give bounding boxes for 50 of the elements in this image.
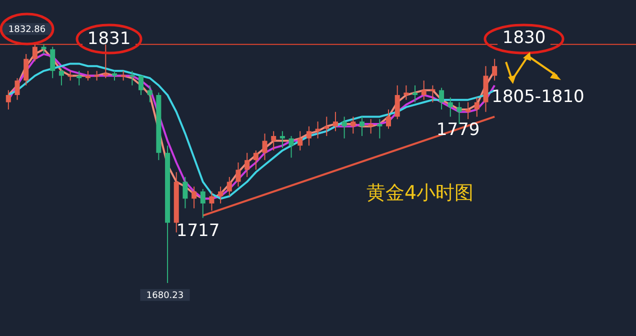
candlestick: [421, 80, 426, 100]
candlestick: [262, 133, 268, 161]
candlestick: [492, 58, 498, 82]
candlestick: [253, 150, 258, 170]
candlestick: [298, 130, 303, 151]
candlestick: [58, 68, 64, 86]
candlestick: [288, 135, 294, 158]
candlestick: [404, 84, 409, 100]
text: 1680.23: [146, 291, 184, 301]
candlestick: [209, 190, 214, 212]
candlestick: [439, 87, 444, 110]
candlestick: [271, 130, 276, 151]
candlestick: [412, 84, 418, 103]
candlestick: [147, 84, 152, 103]
candlestick: [200, 188, 206, 218]
candlestick: [32, 42, 38, 62]
candlestick: [342, 116, 347, 139]
candlestick: [386, 108, 392, 130]
text: 黄金4小时图: [366, 182, 474, 204]
text: 1830: [502, 28, 546, 48]
candlestick: [280, 130, 285, 149]
candlestick: [182, 176, 188, 209]
candlestick: [324, 116, 330, 136]
candlestick: [377, 118, 382, 139]
candlestick: [50, 46, 56, 79]
annotation: 1717: [176, 221, 220, 241]
candlestick: [226, 176, 232, 197]
candlestick: [394, 84, 400, 120]
candlestick: [359, 116, 364, 136]
candlestick: [24, 54, 29, 86]
candlestick: [14, 78, 20, 100]
candlestick: [6, 90, 11, 110]
candlestick: [430, 84, 436, 103]
text: 1832.86: [8, 25, 46, 35]
candlestick: [76, 70, 82, 86]
candlestick: [466, 102, 471, 120]
candlestick: [332, 111, 338, 132]
annotation: 1805-1810: [492, 87, 584, 107]
candlestick: [350, 116, 356, 134]
candlestick: [218, 186, 224, 204]
candlestick: [85, 70, 90, 82]
candlestick: [448, 96, 453, 118]
annotation: 1831: [87, 29, 131, 49]
candlestick: [306, 126, 312, 146]
candlestick: [138, 75, 144, 96]
candlestick: [236, 162, 241, 188]
candlestick: [474, 96, 480, 118]
candlestick: [244, 152, 250, 178]
candlestick: [192, 186, 197, 209]
candlestick: [368, 118, 374, 134]
